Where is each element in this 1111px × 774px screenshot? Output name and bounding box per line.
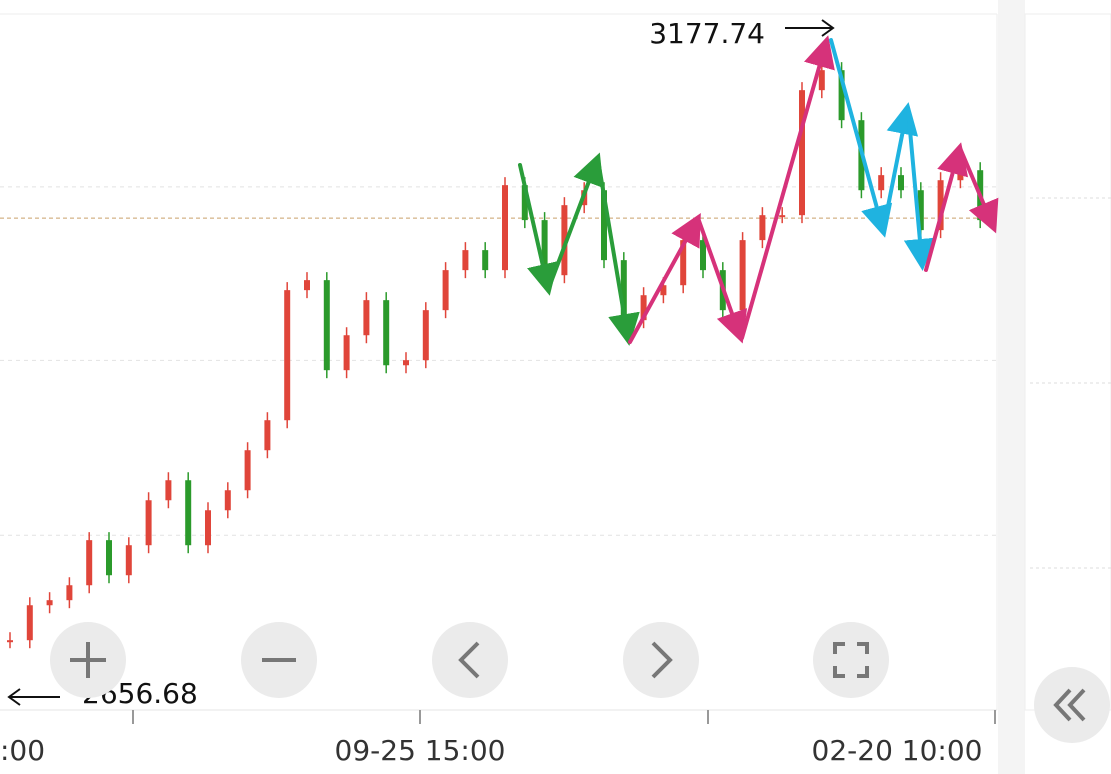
candle <box>304 280 310 291</box>
trend-line <box>958 146 999 234</box>
candle <box>46 600 53 606</box>
candle <box>680 240 687 286</box>
candle <box>125 545 132 576</box>
candle <box>224 490 231 511</box>
annotation-arrows <box>7 19 835 706</box>
candle <box>957 170 964 181</box>
candle <box>185 480 192 546</box>
trend-line <box>881 102 919 234</box>
candle <box>462 250 469 271</box>
high-label: 3177.74 <box>649 17 765 50</box>
candle <box>106 540 112 576</box>
scroll-right-button[interactable] <box>623 622 699 698</box>
candle <box>700 240 706 271</box>
zoom-out-button[interactable] <box>241 622 317 698</box>
candle <box>818 70 825 91</box>
zoom-in-button[interactable] <box>50 622 126 698</box>
candle <box>878 175 885 191</box>
trend-line <box>740 35 835 340</box>
trend-line <box>546 152 604 292</box>
trend-line <box>829 38 893 238</box>
trend-annotations <box>518 35 999 346</box>
high-arrow <box>785 19 835 37</box>
x-tick-label: :00 <box>0 734 45 767</box>
candle <box>363 300 370 336</box>
candle <box>917 190 924 231</box>
trend-line <box>596 158 640 346</box>
candle <box>838 70 845 121</box>
candle <box>561 205 568 276</box>
panel-gap <box>998 0 1025 774</box>
candle <box>521 185 528 221</box>
candle <box>66 585 73 601</box>
candle <box>343 335 350 371</box>
fullscreen-button[interactable] <box>813 622 889 698</box>
candle <box>442 270 449 311</box>
candle <box>323 280 330 371</box>
low-arrow <box>7 688 60 706</box>
candle <box>403 360 409 366</box>
candle <box>205 510 211 546</box>
candle <box>145 500 152 546</box>
zoom-controls <box>50 622 1110 743</box>
candle <box>165 480 172 501</box>
candle <box>660 285 667 296</box>
candle <box>502 185 508 271</box>
candle <box>244 450 251 491</box>
trend-line <box>628 212 701 344</box>
x-tick-label: 09-25 15:00 <box>335 734 506 767</box>
candle <box>264 420 271 451</box>
candle <box>739 240 746 311</box>
grid <box>0 186 997 536</box>
x-tick-label: 02-20 10:00 <box>812 734 983 767</box>
candle <box>383 300 390 366</box>
candle <box>541 220 548 276</box>
trend-line <box>696 216 748 344</box>
candle <box>482 250 489 271</box>
candle <box>86 540 93 586</box>
trend-line <box>518 163 559 296</box>
trend-line <box>903 106 936 271</box>
candle <box>937 180 944 231</box>
candle <box>640 295 647 321</box>
candle <box>898 175 904 191</box>
candle <box>779 215 786 218</box>
candle <box>759 215 766 241</box>
candle <box>422 310 429 361</box>
collapse-button[interactable] <box>1034 667 1110 743</box>
candle <box>7 640 13 643</box>
scroll-left-button[interactable] <box>432 622 508 698</box>
candle <box>284 290 291 421</box>
candle <box>601 190 607 261</box>
candle <box>620 260 627 321</box>
side-panel <box>1024 13 1111 711</box>
candle <box>799 90 805 216</box>
trend-line <box>924 142 969 272</box>
candle <box>26 605 33 641</box>
